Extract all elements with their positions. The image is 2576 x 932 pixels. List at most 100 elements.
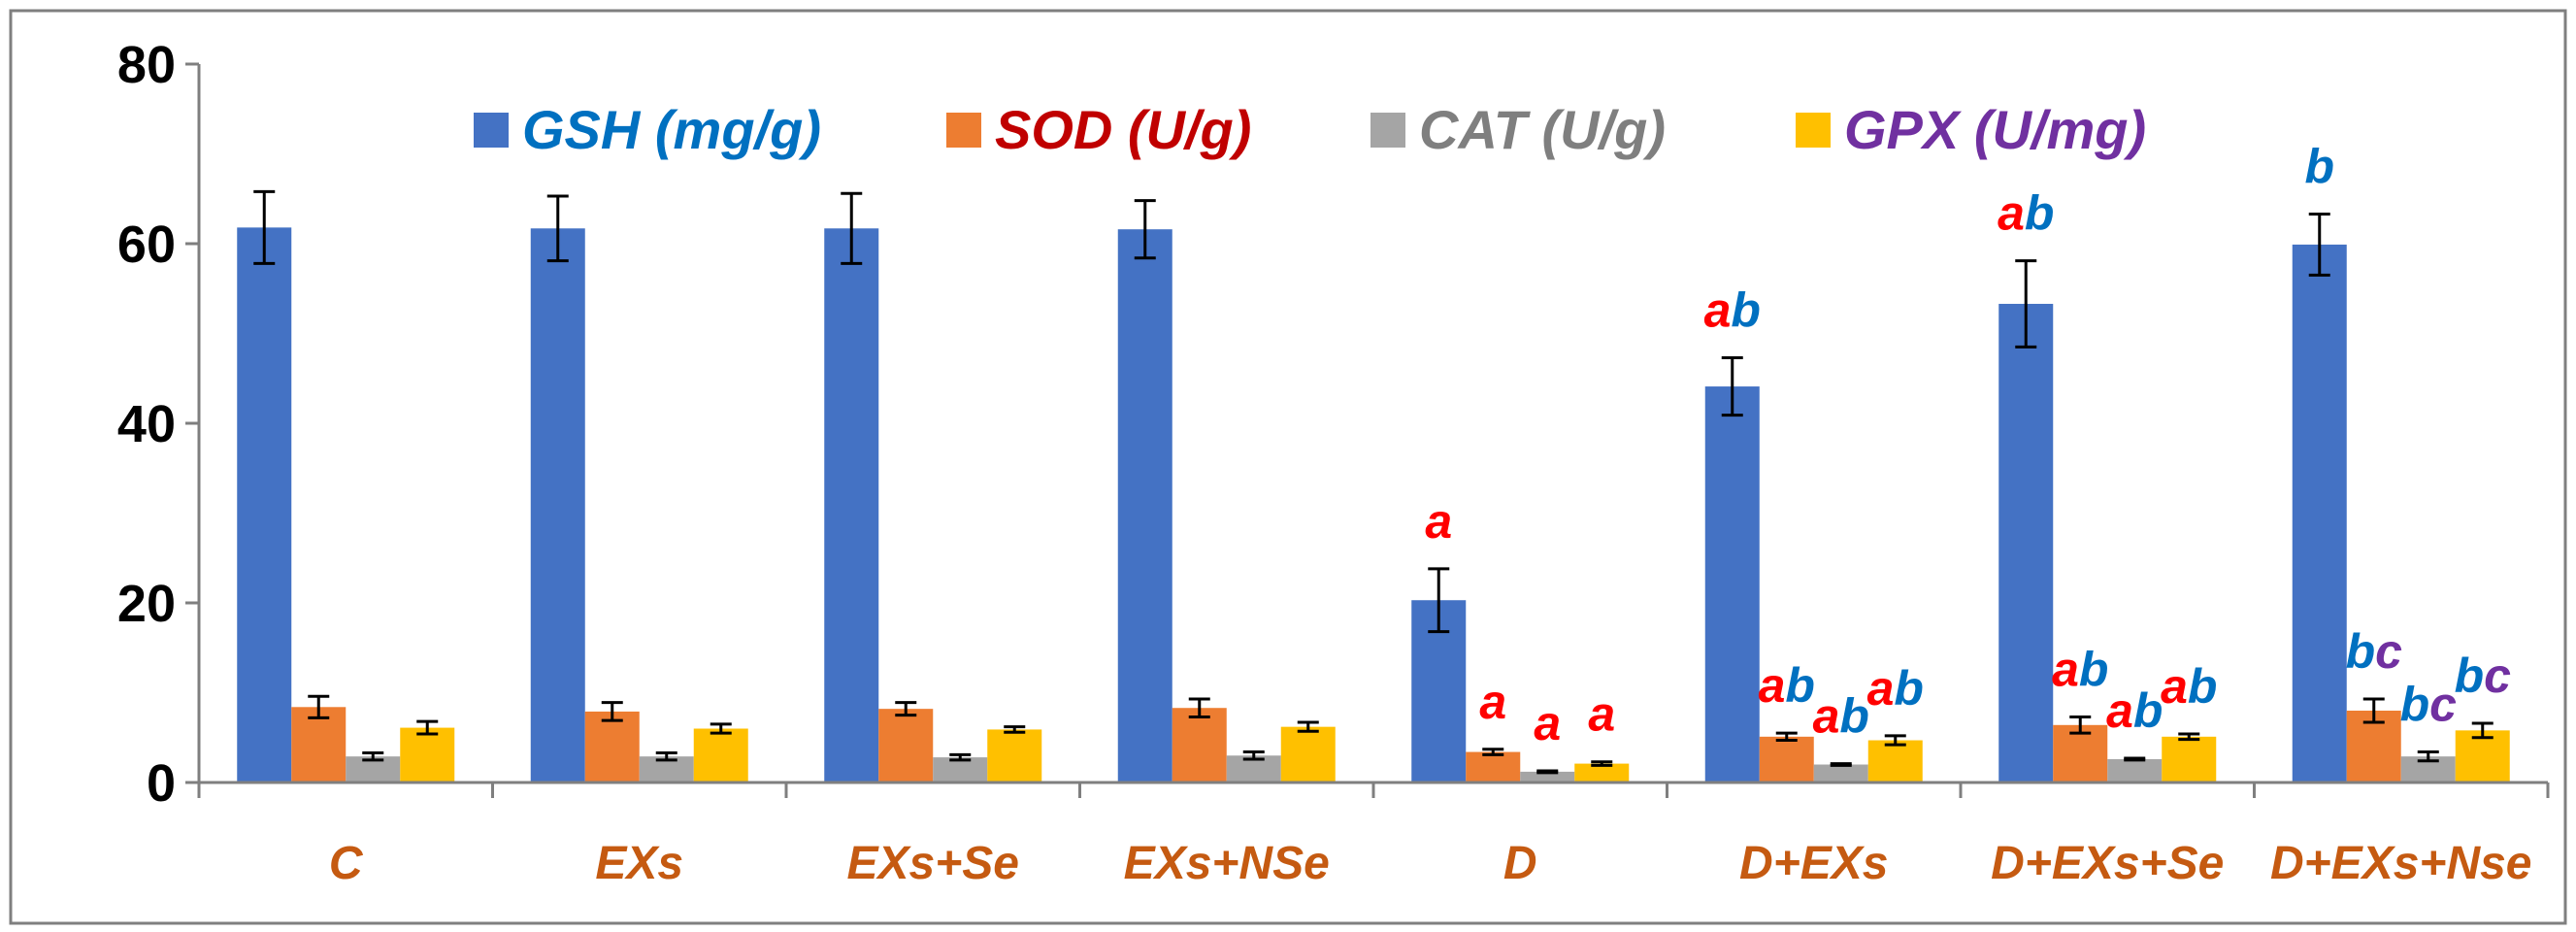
significance-label: bc: [2400, 678, 2458, 732]
error-bar: [1297, 720, 1319, 733]
error-bar: [601, 701, 623, 722]
significance-letter: b: [1785, 658, 1815, 713]
bar-sod-exs-se: [878, 709, 934, 782]
significance-letter: a: [1479, 675, 1506, 729]
legend-label: GPX (U/mg): [1844, 99, 2146, 160]
error-bar: [2069, 715, 2092, 735]
error-bar: [1188, 697, 1210, 718]
x-category-label: D+EXs+Se: [1991, 838, 2224, 889]
error-bar: [1482, 748, 1504, 756]
error-bar: [1591, 760, 1613, 767]
significance-label: a: [1479, 675, 1506, 729]
legend-swatch: [474, 113, 509, 148]
significance-label: ab: [1704, 283, 1761, 337]
bar-gpx-d-exs-se: [2162, 736, 2217, 782]
error-bar: [1134, 199, 1156, 260]
significance-label: b: [2304, 139, 2334, 193]
y-tick-label: 60: [117, 216, 176, 274]
legend: GSH (mg/g) SOD (U/g) CAT (U/g) GPX (U/mg): [474, 99, 2146, 160]
bar-sod-exs-nse: [1172, 708, 1227, 782]
error-bar: [655, 750, 677, 762]
error-bar: [2417, 750, 2439, 763]
bar-gpx-exs: [693, 728, 748, 782]
legend-label: GSH (mg/g): [522, 99, 821, 160]
significance-letter: a: [2161, 659, 2188, 714]
error-bar-group: [253, 189, 2493, 775]
bar-sod-exs: [584, 711, 640, 782]
bar-sod-d: [1466, 751, 1521, 782]
error-bar: [2362, 697, 2385, 724]
legend-swatch: [946, 113, 981, 148]
error-bar: [1004, 725, 1026, 734]
error-bar: [2308, 212, 2330, 277]
significance-letter: b: [2188, 659, 2218, 714]
significance-label: ab: [2052, 642, 2108, 696]
significance-label: a: [1425, 494, 1452, 549]
error-bar: [949, 752, 972, 762]
significance-label: ab: [1759, 658, 1815, 713]
significance-letter: a: [1867, 661, 1895, 716]
x-category-label: EXs+Se: [847, 838, 1019, 889]
bar-gpx-d-exs: [1867, 740, 1923, 782]
bar-gsh-exs: [530, 228, 585, 782]
significance-letter: a: [1425, 494, 1452, 549]
bar-cat-d-exs-se: [2107, 758, 2163, 782]
significance-label: bc: [2346, 624, 2403, 679]
significance-label: ab: [1998, 186, 2054, 241]
error-bar: [362, 750, 384, 762]
legend-swatch: [1796, 113, 1831, 148]
error-bar: [895, 701, 917, 717]
y-tick-label: 20: [117, 575, 176, 633]
significance-letter: b: [1839, 689, 1869, 744]
legend-item-sod: SOD (U/g): [946, 99, 1251, 160]
significance-letter: a: [1998, 186, 2025, 241]
error-bar: [253, 189, 276, 265]
error-bar: [1721, 355, 1743, 417]
bar-sod-d-exs: [1759, 736, 1814, 782]
significance-letter: b: [2133, 683, 2163, 738]
error-bar: [1428, 567, 1450, 634]
significance-label: ab: [2106, 683, 2163, 738]
significance-label: ab: [2161, 659, 2217, 714]
significance-letter: b: [2304, 139, 2334, 193]
significance-label: a: [1534, 696, 1561, 750]
bar-gpx-exs-se: [987, 729, 1042, 782]
legend-item-gpx: GPX (U/mg): [1796, 99, 2146, 160]
x-category-label: EXs+NSe: [1124, 838, 1330, 889]
error-bar: [416, 719, 439, 736]
significance-letter: b: [1894, 661, 1924, 716]
bar-gsh-d-exs: [1704, 386, 1760, 782]
error-bar: [1830, 762, 1852, 767]
error-bar: [308, 694, 330, 719]
legend-item-gsh: GSH (mg/g): [474, 99, 821, 160]
bar-sod-d-exs-se: [2053, 724, 2108, 782]
x-category-label: D+EXs: [1739, 838, 1888, 889]
bar-cat-exs-se: [933, 757, 988, 782]
error-bar: [2471, 721, 2493, 740]
significance-label: ab: [1867, 661, 1924, 716]
bar-cat-d: [1520, 771, 1575, 782]
bar-cat-d-exs: [1813, 764, 1868, 782]
bar-gsh-d-exs-nse: [2292, 244, 2347, 783]
bar-gsh-d-exs-se: [1998, 303, 2054, 782]
significance-letter: b: [2025, 186, 2055, 241]
error-bar: [546, 194, 569, 263]
error-bar: [2124, 756, 2146, 762]
significance-label: a: [1588, 687, 1615, 742]
bar-gpx-d-exs-nse: [2455, 730, 2510, 782]
significance-label: ab: [1813, 689, 1869, 744]
significance-letter: a: [2052, 642, 2079, 696]
bar-gsh-exs-se: [824, 228, 879, 782]
legend-label: SOD (U/g): [995, 99, 1251, 160]
y-tick-label: 0: [147, 754, 176, 813]
significance-letter: b: [2079, 642, 2109, 696]
error-bar: [2015, 259, 2037, 349]
significance-letter: a: [1813, 689, 1840, 744]
significance-letter: b: [2400, 678, 2430, 732]
significance-letter: c: [2484, 649, 2511, 703]
bar-gpx-c: [400, 727, 455, 782]
bar-gpx-d: [1574, 763, 1630, 782]
x-category-label: D: [1503, 838, 1537, 889]
